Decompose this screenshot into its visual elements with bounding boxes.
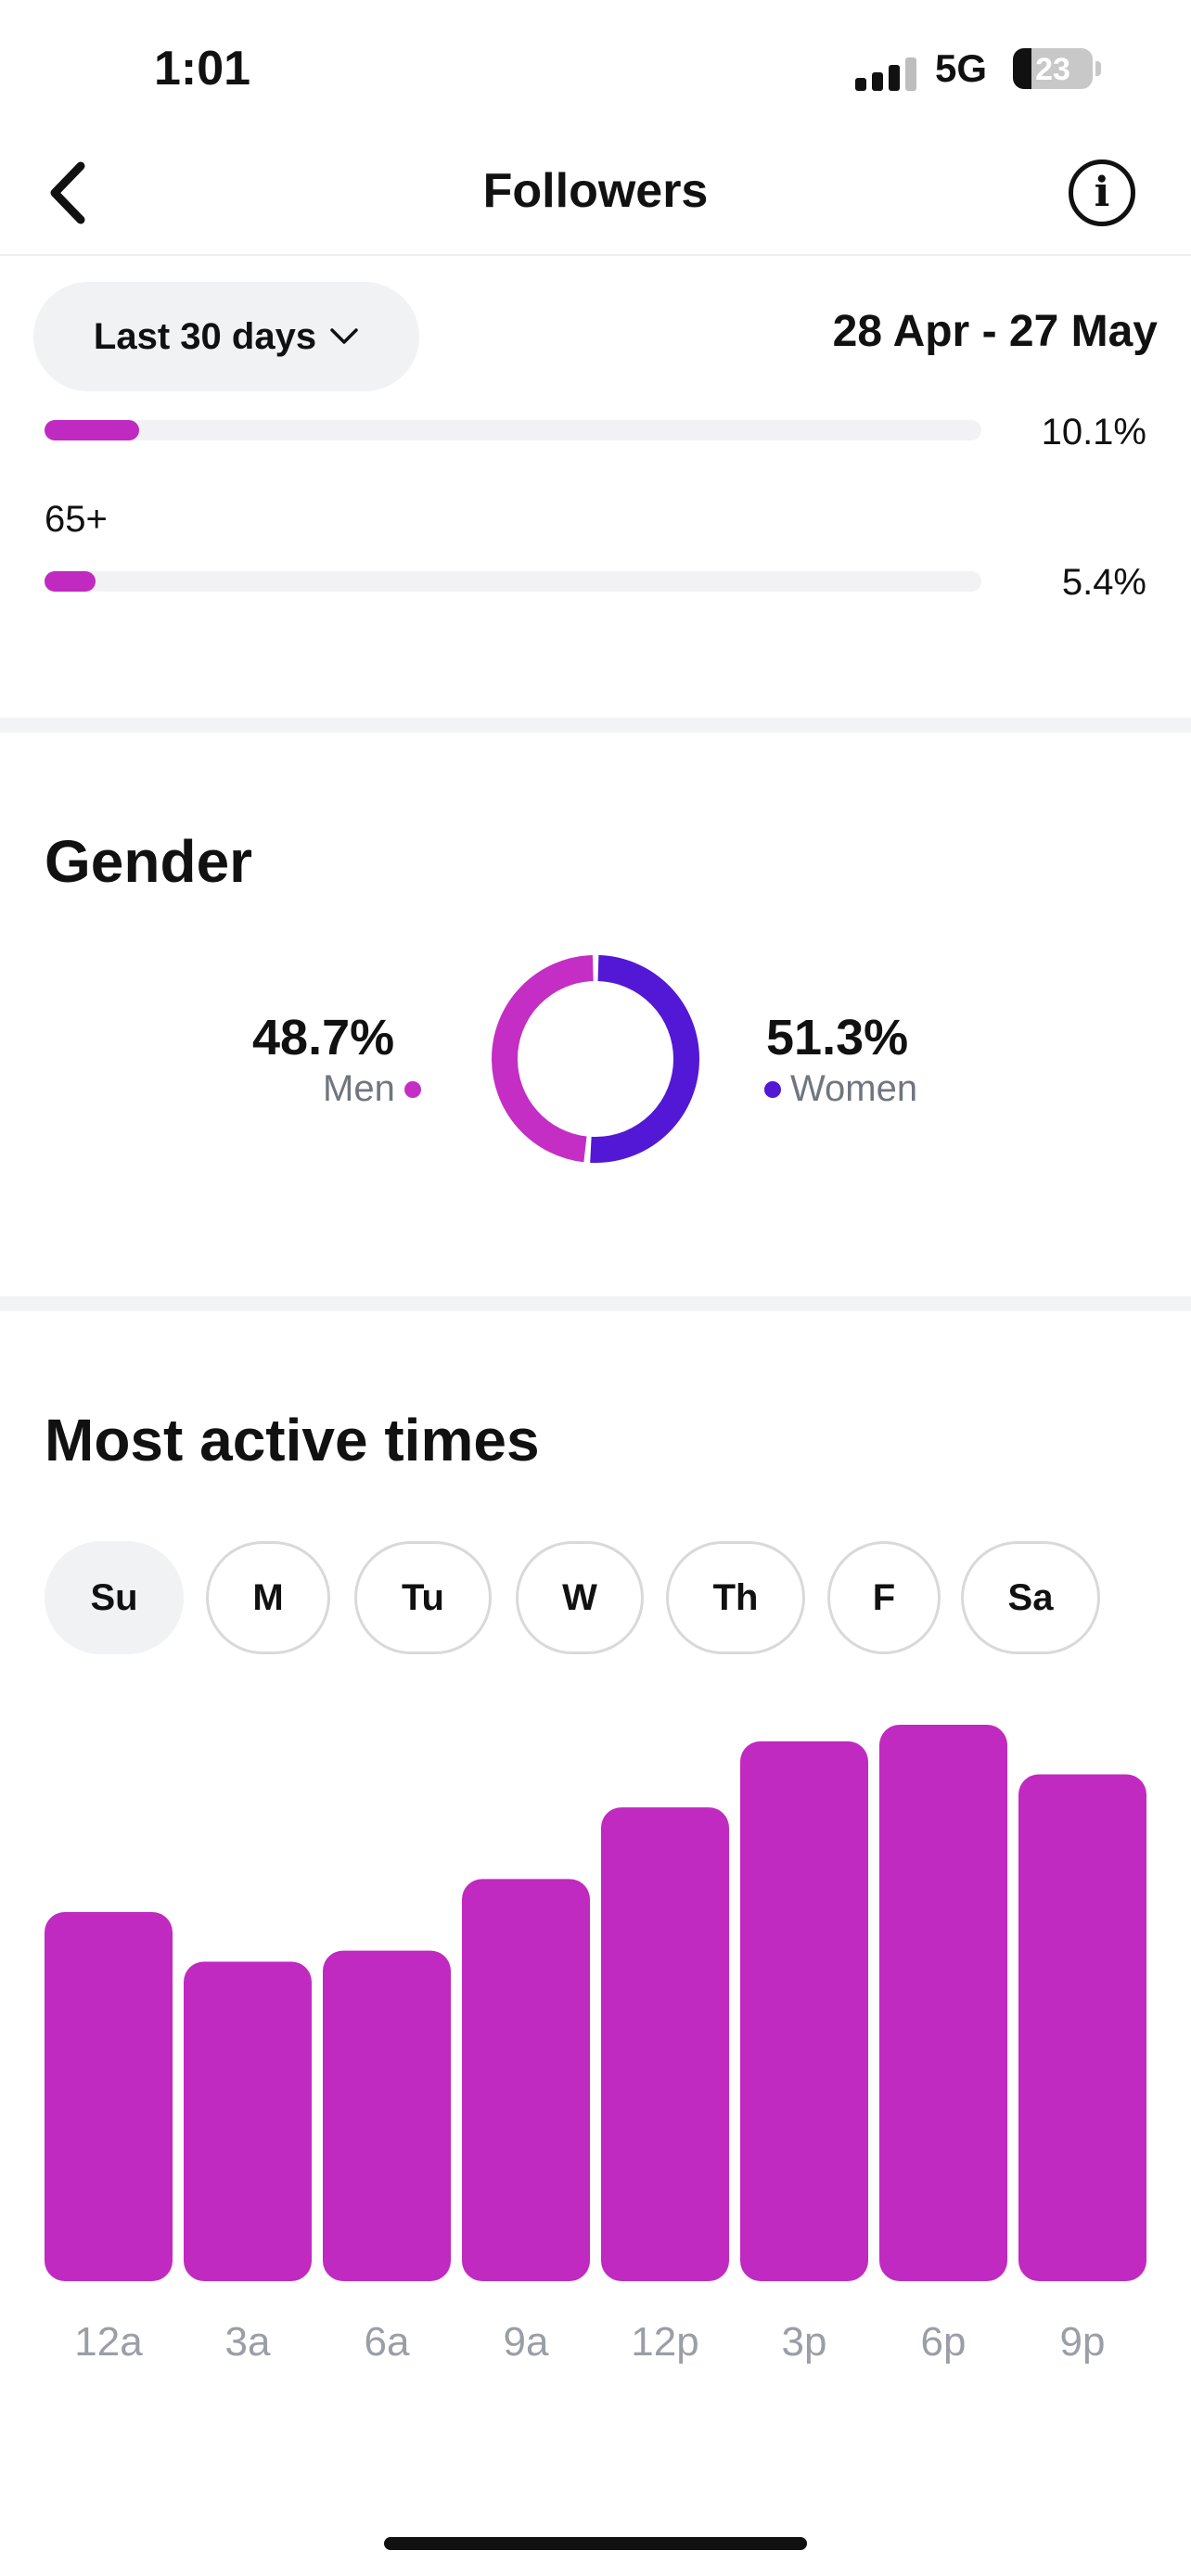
- chart-tick-label: 9a: [504, 2319, 549, 2365]
- men-segment: [492, 955, 699, 1163]
- age-row: 10.1%: [45, 412, 1146, 460]
- section-divider: [0, 1296, 1191, 1311]
- age-percent: 10.1%: [1041, 412, 1146, 453]
- chart-tick-label: 12a: [74, 2319, 143, 2365]
- chart-tick-label: 3p: [782, 2319, 827, 2365]
- chart-bar-6a: [323, 1950, 451, 2281]
- age-row: 65+ 5.4%: [45, 499, 1146, 603]
- chart-tick-label: 6a: [365, 2319, 410, 2365]
- filter-bar: Last 30 days 28 Apr - 27 May: [0, 256, 1191, 415]
- age-bar-track: [45, 571, 981, 592]
- gender-donut-chart: [492, 955, 699, 1163]
- page-title: Followers: [482, 164, 709, 218]
- info-button[interactable]: i: [1069, 159, 1135, 226]
- age-percent: 5.4%: [1061, 562, 1146, 603]
- day-tab-f[interactable]: F: [827, 1541, 941, 1654]
- chart-bar-12p: [601, 1807, 729, 2281]
- status-bar: 1:01 5G 23: [0, 0, 1191, 139]
- chart-bar-6p: [879, 1725, 1007, 2281]
- age-bar-track: [45, 420, 981, 440]
- men-percent: 48.7%: [252, 1010, 395, 1065]
- section-divider: [0, 718, 1191, 733]
- active-times-title: Most active times: [45, 1407, 540, 1473]
- chevron-left-icon: [50, 161, 85, 224]
- men-label: Men: [323, 1068, 395, 1109]
- chart-bar-9a: [462, 1879, 590, 2281]
- status-time: 1:01: [154, 42, 251, 96]
- back-button[interactable]: [30, 156, 104, 230]
- nav-bar: Followers i: [0, 139, 1191, 256]
- day-tab-tu[interactable]: Tu: [354, 1541, 492, 1654]
- chart-tick-label: 9p: [1060, 2319, 1106, 2365]
- battery-tip: [1095, 61, 1101, 76]
- info-icon: i: [1094, 169, 1110, 216]
- women-percent: 51.3%: [766, 1010, 909, 1065]
- chart-bar-3a: [184, 1961, 312, 2281]
- date-range-dropdown[interactable]: Last 30 days: [33, 282, 419, 391]
- age-bar-fill: [45, 571, 96, 592]
- chart-tick-label: 12p: [631, 2319, 698, 2365]
- age-label: 65+: [45, 499, 108, 540]
- signal-icon: [855, 54, 920, 91]
- women-legend: Women: [764, 1068, 917, 1110]
- age-bar-fill: [45, 420, 139, 440]
- day-tab-th[interactable]: Th: [666, 1541, 805, 1654]
- date-range-text: 28 Apr - 27 May: [832, 307, 1158, 356]
- battery-percent: 23: [1035, 52, 1070, 87]
- chevron-down-icon: [330, 328, 358, 344]
- men-dot: [403, 1080, 421, 1098]
- date-range-label: Last 30 days: [93, 315, 317, 357]
- gender-title: Gender: [45, 828, 253, 895]
- home-indicator: [384, 2537, 807, 2550]
- chart-bar-12a: [45, 1911, 173, 2281]
- chart-bar-9p: [1018, 1774, 1146, 2281]
- women-dot: [764, 1080, 781, 1098]
- men-legend: Men: [323, 1068, 421, 1110]
- battery-icon: 23: [1013, 48, 1093, 89]
- chart-tick-label: 6p: [921, 2319, 967, 2365]
- day-tab-sa[interactable]: Sa: [961, 1541, 1100, 1654]
- network-type: 5G: [935, 46, 988, 90]
- women-segment: [492, 955, 699, 1163]
- women-label: Women: [790, 1068, 918, 1109]
- day-tab-w[interactable]: W: [516, 1541, 644, 1654]
- day-tab-m[interactable]: M: [206, 1541, 330, 1654]
- chart-tick-label: 3a: [225, 2319, 271, 2365]
- active-times-chart: 12a 3a 6a 9a 12p 3p 6p 9p: [45, 1725, 1146, 2365]
- day-tab-su[interactable]: Su: [45, 1541, 184, 1654]
- chart-bar-3p: [740, 1741, 868, 2281]
